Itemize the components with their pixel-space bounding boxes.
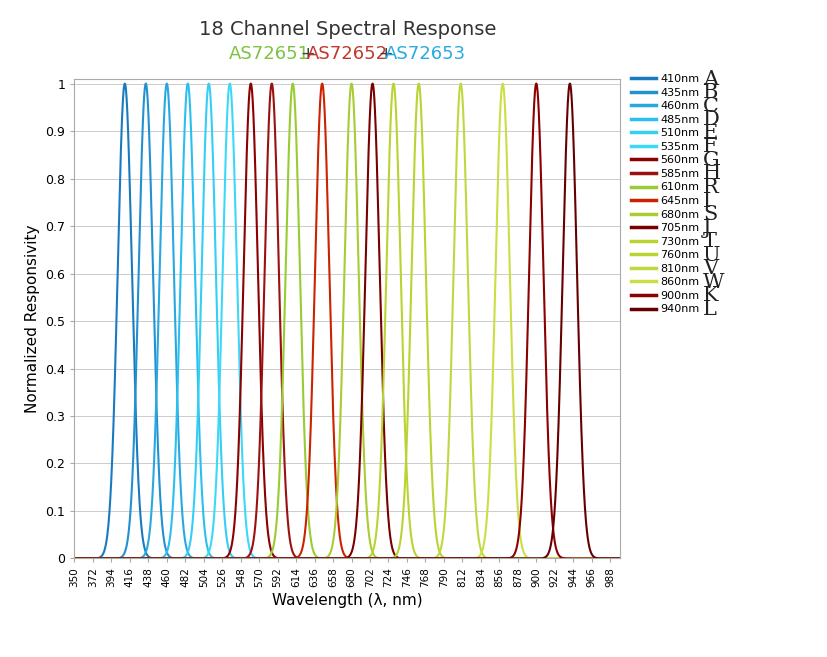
Text: V: V bbox=[703, 260, 719, 279]
Text: J: J bbox=[703, 219, 711, 238]
Text: I: I bbox=[703, 192, 711, 210]
Text: A: A bbox=[703, 70, 719, 89]
Text: F: F bbox=[703, 137, 718, 156]
Text: AS72651: AS72651 bbox=[229, 45, 310, 63]
Text: 18 Channel Spectral Response: 18 Channel Spectral Response bbox=[198, 20, 496, 39]
Y-axis label: Normalized Responsivity: Normalized Responsivity bbox=[25, 225, 40, 413]
Text: D: D bbox=[703, 110, 720, 129]
Text: R: R bbox=[703, 178, 719, 197]
Text: L: L bbox=[703, 300, 717, 319]
Text: W: W bbox=[703, 273, 724, 292]
X-axis label: Wavelength (λ, nm): Wavelength (λ, nm) bbox=[272, 593, 423, 608]
Text: G: G bbox=[703, 151, 719, 170]
Text: +: + bbox=[373, 45, 399, 63]
Text: K: K bbox=[703, 286, 719, 306]
Text: +: + bbox=[295, 45, 322, 63]
Text: B: B bbox=[703, 83, 719, 102]
Text: C: C bbox=[703, 97, 719, 116]
Legend: 410nm, 435nm, 460nm, 485nm, 510nm, 535nm, 560nm, 585nm, 610nm, 645nm, 680nm, 705: 410nm, 435nm, 460nm, 485nm, 510nm, 535nm… bbox=[631, 74, 700, 315]
Text: U: U bbox=[703, 246, 721, 265]
Text: H: H bbox=[703, 164, 721, 183]
Text: T: T bbox=[703, 232, 717, 251]
Text: S: S bbox=[703, 205, 718, 224]
Text: AS72652: AS72652 bbox=[307, 45, 388, 63]
Text: AS72653: AS72653 bbox=[385, 45, 466, 63]
Text: E: E bbox=[703, 124, 719, 143]
